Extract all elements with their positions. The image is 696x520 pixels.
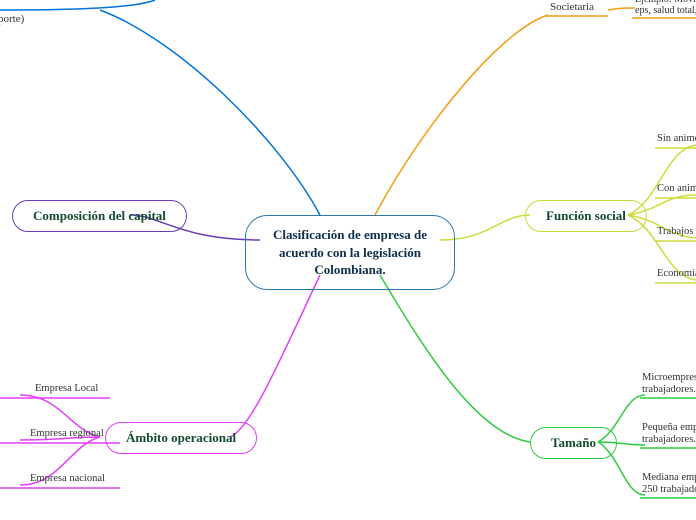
- funcion-leaf-0: Sin animo: [657, 133, 696, 147]
- tamano-label: Tamaño: [551, 435, 596, 450]
- ambito-leaf-0: Empresa Local: [35, 383, 98, 397]
- tamano-leaf-0: Microempresa: si posee menotrabajadores.: [642, 372, 696, 398]
- funcion-leaf-1: Con animo: [657, 183, 696, 197]
- societaria-detail: Ejemplo: Moviseps, salud total,: [635, 0, 696, 19]
- center-node[interactable]: Clasificación de empresa de acuerdo con …: [245, 215, 455, 290]
- branch-funcion[interactable]: Función social: [525, 200, 647, 232]
- funcion-leaf-3: Economía: [657, 268, 696, 282]
- branch-composicion[interactable]: Composición del capital: [12, 200, 187, 232]
- tamano-leaf-2: Mediana empresa: si se tiene e250 trabaj…: [642, 472, 696, 498]
- composicion-label: Composición del capital: [33, 208, 166, 223]
- center-text: Clasificación de empresa de acuerdo con …: [273, 227, 427, 277]
- societaria-label: Societaria: [550, 1, 594, 16]
- branch-ambito[interactable]: Ámbito operacional: [105, 422, 257, 454]
- funcion-label: Función social: [546, 208, 626, 223]
- tamano-leaf-1: Pequeña empresa: si tiene metrabajadores…: [642, 422, 696, 448]
- ambito-label: Ámbito operacional: [126, 430, 236, 445]
- ambito-leaf-2: Empresa nacional: [30, 473, 105, 487]
- branch-tamano[interactable]: Tamaño: [530, 427, 617, 459]
- funcion-leaf-2: Trabajos a: [657, 226, 696, 240]
- ambito-leaf-1: Empresa regional: [30, 428, 104, 442]
- mindmap-canvas: Clasificación de empresa de acuerdo con …: [0, 0, 696, 520]
- topleft-partial: porte): [0, 13, 24, 28]
